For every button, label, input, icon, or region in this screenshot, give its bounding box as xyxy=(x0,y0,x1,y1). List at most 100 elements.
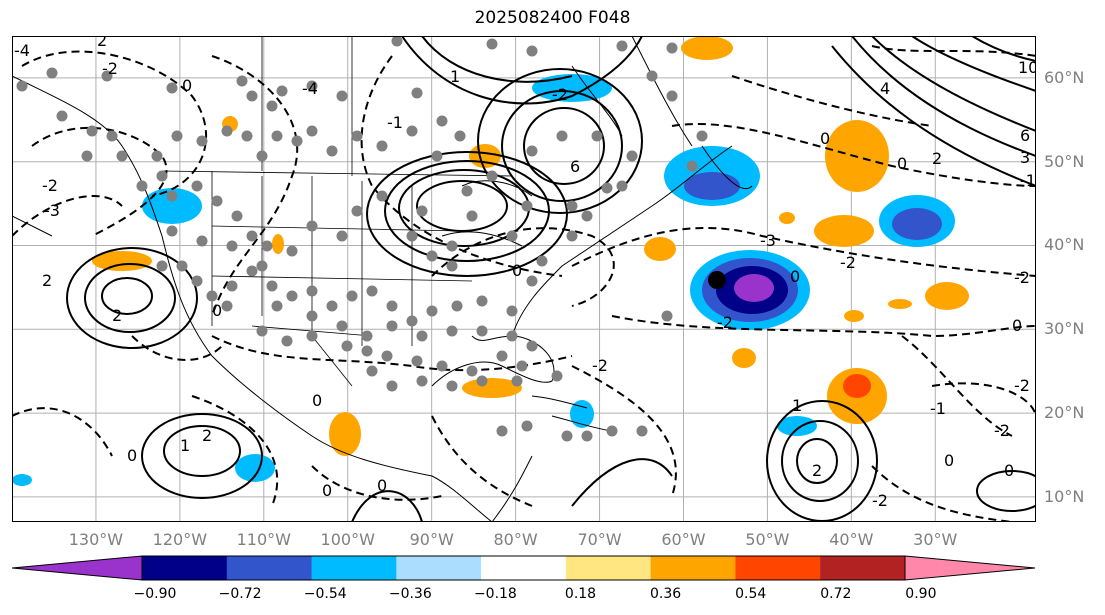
station-dot xyxy=(156,260,168,272)
station-dot xyxy=(381,350,393,362)
station-dot xyxy=(496,350,508,362)
station-dot xyxy=(156,170,168,182)
station-dot xyxy=(166,82,178,94)
colorbar-tick-label: −0.18 xyxy=(473,586,517,602)
station-dot xyxy=(446,240,458,252)
shade-orange xyxy=(779,212,795,224)
shade-blue xyxy=(777,416,817,436)
lat-tick-label: 60°N xyxy=(1044,67,1085,87)
station-dot xyxy=(361,345,373,357)
station-dot xyxy=(566,200,578,212)
lat-tick-label: 20°N xyxy=(1044,403,1085,423)
station-dot xyxy=(351,205,363,217)
station-dot xyxy=(391,36,403,47)
station-dot xyxy=(406,230,418,242)
graticule xyxy=(12,36,1036,522)
station-dot xyxy=(416,375,428,387)
svg-text:-2: -2 xyxy=(994,421,1010,440)
svg-text:-2: -2 xyxy=(1014,268,1030,287)
svg-text:1: 1 xyxy=(792,396,802,415)
station-dot xyxy=(516,360,528,372)
station-dot xyxy=(236,75,248,87)
colorbar-tick-label: 0.18 xyxy=(564,586,597,602)
svg-text:2: 2 xyxy=(97,36,107,50)
colorbar-tick-label: −0.72 xyxy=(218,586,262,602)
shade-blue xyxy=(12,474,32,486)
shaded-fields xyxy=(12,36,969,486)
station-dot xyxy=(286,290,298,302)
station-dot xyxy=(636,425,648,437)
colorbar-frame xyxy=(141,555,906,581)
station-dot xyxy=(106,130,118,142)
station-dot xyxy=(446,325,458,337)
svg-text:-1: -1 xyxy=(1020,171,1036,190)
svg-text:2: 2 xyxy=(202,426,212,445)
station-dot xyxy=(281,335,293,347)
shade-orange xyxy=(732,348,756,368)
lon-tick-label: 110°W xyxy=(236,530,291,549)
station-dot xyxy=(506,330,518,342)
shade-orange xyxy=(329,412,361,456)
station-dot xyxy=(306,285,318,297)
shade-orange xyxy=(814,215,874,247)
colorbar-tick-label: 0.54 xyxy=(735,586,767,602)
station-dot xyxy=(686,160,698,172)
station-dot xyxy=(616,180,628,192)
colorbar-bin xyxy=(820,556,906,580)
station-dot xyxy=(56,110,68,122)
svg-text:0: 0 xyxy=(322,481,332,500)
lon-tick-label: 40°W xyxy=(829,530,874,549)
station-dot xyxy=(196,235,208,247)
station-dot xyxy=(416,330,428,342)
station-dot xyxy=(101,70,113,82)
station-dot xyxy=(696,130,708,142)
colorbar-bin xyxy=(396,556,482,580)
colorbar-bin xyxy=(481,556,567,580)
svg-text:0: 0 xyxy=(790,267,800,286)
svg-text:-2: -2 xyxy=(840,253,856,272)
station-dot xyxy=(661,310,673,322)
station-dot xyxy=(306,330,318,342)
station-dot xyxy=(606,425,618,437)
shade-blue xyxy=(235,454,275,482)
station-dot xyxy=(591,130,603,142)
svg-text:0: 0 xyxy=(897,154,907,173)
svg-text:1: 1 xyxy=(180,436,190,455)
station-dot xyxy=(466,365,478,377)
station-dot xyxy=(166,225,178,237)
storm-center-marker xyxy=(708,271,726,289)
station-dot xyxy=(436,115,448,127)
station-dot xyxy=(416,205,428,217)
station-dot xyxy=(506,305,518,317)
map-frame xyxy=(12,36,1036,522)
colorbar-bin xyxy=(650,556,736,580)
station-dot xyxy=(221,300,233,312)
station-dot xyxy=(536,255,548,267)
svg-text:10: 10 xyxy=(1018,58,1036,77)
station-dot xyxy=(521,420,533,432)
svg-text:0: 0 xyxy=(212,301,222,320)
station-dot xyxy=(476,325,488,337)
station-dot xyxy=(526,145,538,157)
station-dot xyxy=(346,290,358,302)
station-dot xyxy=(551,370,563,382)
station-dot xyxy=(226,240,238,252)
station-dot xyxy=(366,285,378,297)
station-dot xyxy=(336,320,348,332)
colorbar-tick-label: 0.72 xyxy=(820,586,852,602)
station-dot xyxy=(526,340,538,352)
svg-text:4: 4 xyxy=(880,79,890,98)
station-dot xyxy=(231,210,243,222)
station-dot xyxy=(256,150,268,162)
station-dot xyxy=(561,430,573,442)
svg-text:2: 2 xyxy=(932,149,942,168)
shade-blue xyxy=(570,400,594,428)
shade-orange xyxy=(681,36,733,60)
station-dot xyxy=(454,130,466,142)
station-dot xyxy=(306,220,318,232)
svg-text:0: 0 xyxy=(312,391,322,410)
station-dot xyxy=(476,295,488,307)
station-dot xyxy=(431,150,443,162)
shade-blue xyxy=(142,188,202,224)
station-dot xyxy=(221,125,233,137)
